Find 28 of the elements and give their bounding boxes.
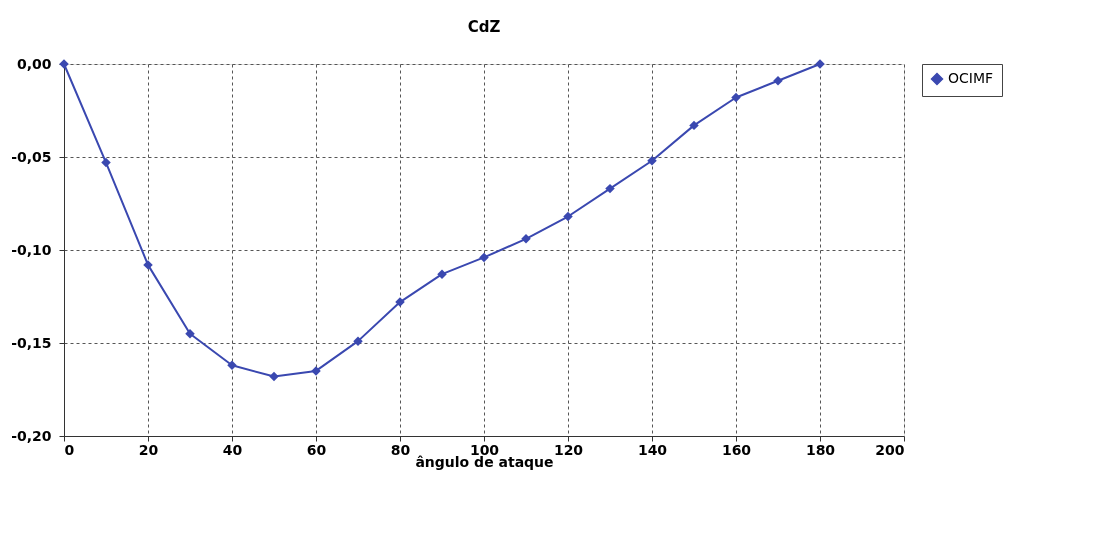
point — [563, 211, 573, 222]
x-tick-label: 160 — [721, 441, 752, 458]
point — [605, 183, 615, 194]
legend-label: OCIMF — [948, 70, 994, 86]
x-tick-label: 180 — [805, 441, 836, 458]
y-tick-label: 0,00 — [16, 55, 52, 72]
x-tick-label: 0 — [64, 441, 75, 458]
point — [731, 92, 741, 103]
x-tick-label: 40 — [222, 441, 243, 458]
x-tick-label: 20 — [138, 441, 159, 458]
x-tick-label: 140 — [637, 441, 668, 458]
point — [269, 371, 279, 382]
x-tick-label: 60 — [306, 441, 327, 458]
x-tick-label: 120 — [553, 441, 584, 458]
y-tick-label: -0,20 — [11, 427, 52, 444]
point — [101, 157, 111, 168]
y-tick-label: -0,10 — [11, 241, 52, 258]
x-tick-label: 80 — [390, 441, 411, 458]
point — [689, 120, 699, 131]
point — [773, 76, 783, 86]
y-tick-label: -0,15 — [11, 334, 52, 351]
chart-title: CdZ — [467, 18, 501, 36]
point — [227, 360, 237, 371]
point — [479, 252, 489, 263]
point — [185, 328, 195, 339]
y-tick-label: -0,05 — [11, 148, 52, 165]
x-tick-label: 200 — [875, 441, 905, 458]
point — [647, 155, 657, 166]
